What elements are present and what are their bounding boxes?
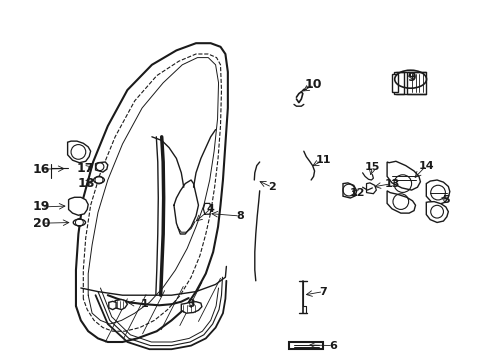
Text: 9: 9 <box>407 71 416 84</box>
Polygon shape <box>181 302 202 313</box>
Polygon shape <box>394 72 404 94</box>
Text: 4: 4 <box>207 204 215 214</box>
Polygon shape <box>426 202 448 222</box>
Text: 19: 19 <box>33 201 50 213</box>
Text: 16: 16 <box>33 163 50 176</box>
Polygon shape <box>68 141 91 163</box>
Text: 17: 17 <box>77 162 95 175</box>
Polygon shape <box>407 72 426 94</box>
Polygon shape <box>96 162 108 172</box>
Text: 13: 13 <box>384 179 400 189</box>
Circle shape <box>71 145 86 159</box>
Polygon shape <box>115 300 127 310</box>
Polygon shape <box>392 74 398 92</box>
Text: 15: 15 <box>365 162 380 172</box>
Text: 14: 14 <box>418 161 434 171</box>
Text: 20: 20 <box>33 217 50 230</box>
Text: 3: 3 <box>187 299 195 309</box>
Text: 1: 1 <box>141 299 148 309</box>
Polygon shape <box>343 183 357 198</box>
Polygon shape <box>367 183 376 194</box>
Text: 6: 6 <box>329 341 337 351</box>
Text: 5: 5 <box>442 195 450 205</box>
Polygon shape <box>426 180 450 204</box>
Polygon shape <box>69 197 88 215</box>
Text: 8: 8 <box>236 211 244 221</box>
Polygon shape <box>387 191 416 213</box>
Polygon shape <box>109 301 116 310</box>
Polygon shape <box>289 342 323 349</box>
Ellipse shape <box>94 177 104 183</box>
Text: 7: 7 <box>319 287 327 297</box>
Text: 18: 18 <box>77 177 95 190</box>
Text: 10: 10 <box>305 78 322 91</box>
Text: 11: 11 <box>316 155 331 165</box>
Ellipse shape <box>74 219 86 226</box>
Polygon shape <box>387 161 420 190</box>
Text: 2: 2 <box>268 182 276 192</box>
Text: 12: 12 <box>350 188 366 198</box>
